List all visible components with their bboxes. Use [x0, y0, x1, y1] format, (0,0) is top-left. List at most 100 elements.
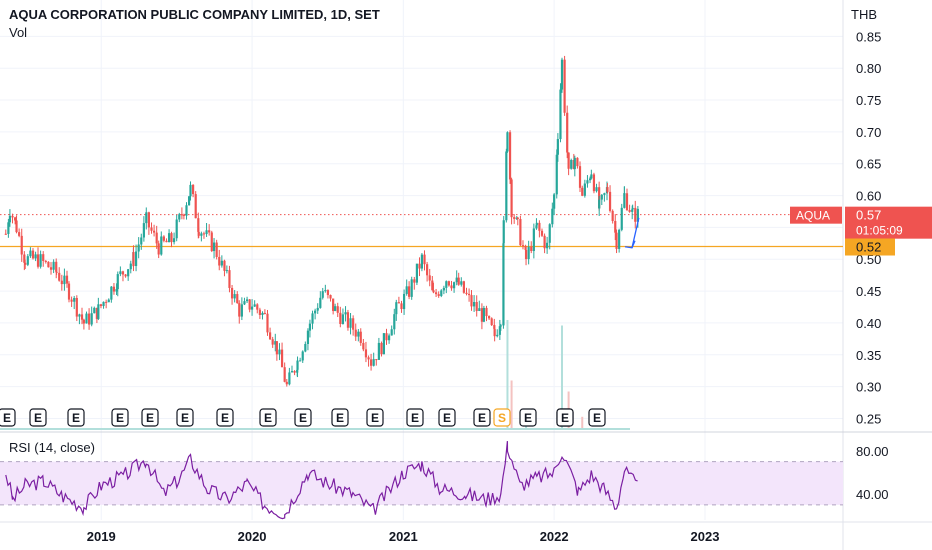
candle-body [301, 351, 304, 361]
marker-text: E [593, 411, 601, 425]
y-tick-label: 0.35 [856, 348, 881, 363]
candle-body [631, 207, 634, 210]
candle-body [450, 285, 453, 289]
candle-body [280, 349, 284, 368]
candle-body [615, 232, 618, 249]
candle-body [23, 254, 26, 263]
candle-body [578, 166, 582, 188]
y-tick-label: 0.80 [856, 61, 881, 76]
candle-body [487, 316, 491, 319]
marker-box [588, 408, 606, 427]
candle-body [359, 331, 362, 343]
candle-body [147, 212, 150, 228]
candle-body [248, 299, 251, 310]
marker-text: E [371, 411, 379, 425]
candle-body [271, 339, 274, 345]
candle-body [631, 209, 634, 212]
candle-body [220, 260, 223, 266]
candle-body [31, 250, 35, 259]
candle-body [527, 246, 530, 260]
candle-body [278, 349, 281, 355]
candle-body [283, 367, 286, 382]
candle-body [332, 298, 335, 311]
candle-body [245, 299, 249, 302]
candle-body [26, 256, 29, 265]
candle-body [447, 281, 450, 286]
candle-body [85, 313, 88, 324]
candle-body [592, 174, 596, 192]
marker-text: E [478, 411, 486, 425]
candle-body [202, 233, 206, 235]
candle-body [400, 303, 403, 310]
candle-body [636, 208, 639, 222]
candle-body [467, 293, 471, 296]
candle-body [210, 232, 213, 252]
candle-body [132, 252, 135, 267]
marker-box [176, 408, 194, 427]
candle-body [197, 218, 200, 232]
candle-body [107, 299, 110, 303]
candle-body [266, 313, 269, 333]
candle-body [440, 290, 443, 296]
marker-text: E [443, 411, 451, 425]
candle-body [390, 329, 393, 336]
candle-body [442, 287, 445, 291]
candle-body [172, 238, 176, 243]
candle-body [563, 59, 566, 113]
candle-body [519, 218, 522, 246]
candle-body [233, 294, 236, 299]
projection-arrow-head [624, 240, 636, 249]
candle-body [34, 254, 37, 259]
marker-box [216, 408, 234, 427]
earnings-marker: E [519, 408, 537, 427]
candle-body [49, 267, 53, 270]
candle-body [306, 330, 310, 345]
candle-body [70, 299, 73, 302]
candle-body [623, 193, 626, 195]
y-tick-label: 0.50 [856, 252, 881, 267]
support-badge [845, 238, 895, 256]
candle-body [230, 287, 234, 299]
candle-body [167, 233, 171, 243]
candle-body [112, 286, 116, 292]
marker-text: E [336, 411, 344, 425]
candle-body [250, 306, 254, 310]
candles [4, 55, 639, 387]
candle-body [367, 357, 370, 360]
candle-body [261, 312, 264, 315]
candle-body [521, 245, 525, 247]
candle-body [39, 254, 42, 267]
earnings-marker: E [259, 408, 277, 427]
candle-body [588, 178, 592, 181]
candle-body [556, 139, 559, 155]
projection-arrow-line [631, 217, 640, 248]
candle-body [145, 212, 148, 224]
candle-body [316, 307, 319, 311]
candle-body [157, 243, 160, 255]
volume-bar [510, 380, 513, 430]
candle-body [165, 240, 168, 243]
candle-body [228, 270, 231, 288]
rsi-tick-label: 80.00 [856, 444, 889, 459]
candle-body [428, 275, 431, 281]
candle-body [73, 297, 76, 302]
candle-body [212, 242, 216, 252]
candle-body [60, 280, 63, 285]
volume-label: Vol [9, 25, 28, 40]
candle-body [614, 221, 617, 233]
marker-box [438, 408, 456, 427]
candle-body [462, 281, 465, 293]
candle-body [90, 313, 93, 325]
candle-body [218, 256, 221, 266]
earnings-marker: E [294, 408, 312, 427]
candle-body [194, 194, 197, 219]
candle-body [445, 281, 448, 288]
candle-body [142, 223, 145, 238]
price-badge-countdown: 01:05:09 [856, 224, 903, 238]
candle-body [290, 371, 294, 373]
candle-body [175, 219, 178, 239]
candle-body [543, 235, 546, 249]
candle-body [625, 193, 629, 210]
